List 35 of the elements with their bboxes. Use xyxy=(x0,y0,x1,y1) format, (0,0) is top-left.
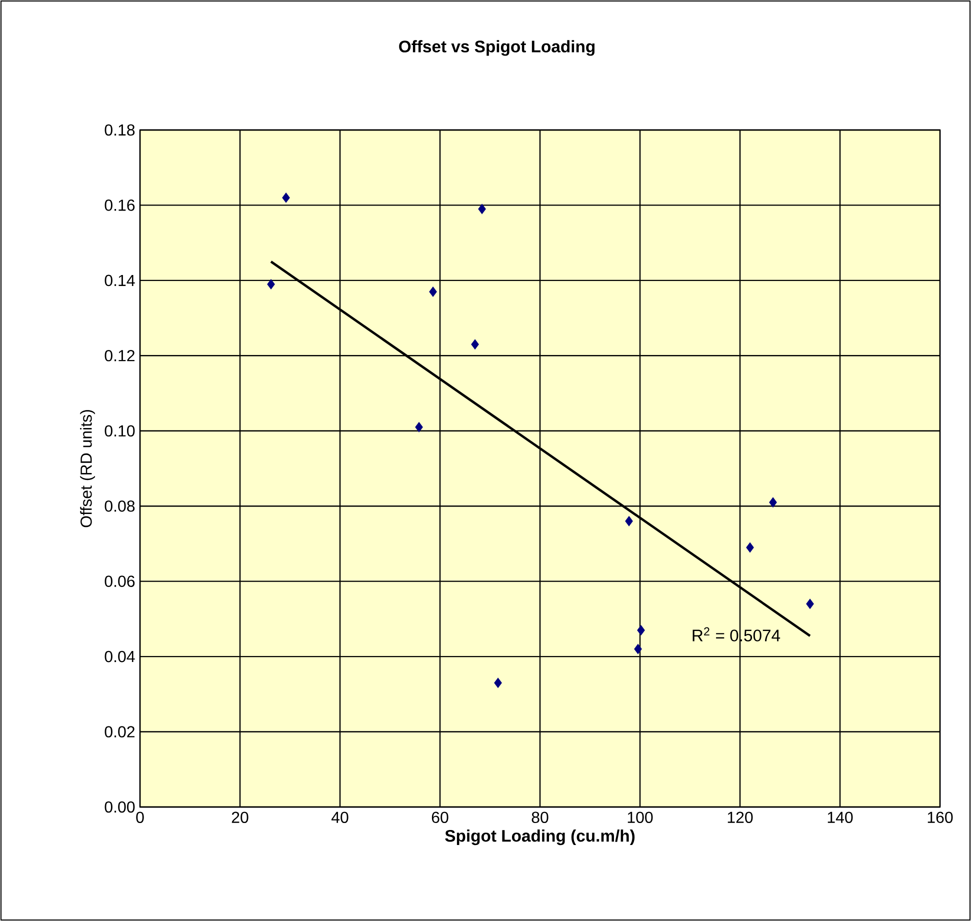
point xyxy=(634,644,642,654)
x-tick-label: 160 xyxy=(928,812,953,824)
y-tick-label: 0.10 xyxy=(104,425,135,437)
x-tick-label: 80 xyxy=(532,812,548,824)
point xyxy=(415,422,423,432)
x-tick-label: 20 xyxy=(232,812,248,824)
y-tick-label: 0.18 xyxy=(104,124,135,136)
x-tick-label: 100 xyxy=(628,812,653,824)
x-tick-label: 60 xyxy=(432,812,448,824)
point xyxy=(625,516,633,526)
point xyxy=(478,204,486,214)
point xyxy=(471,339,479,350)
y-axis-title: Offset (RD units) xyxy=(80,410,95,528)
point xyxy=(282,192,290,203)
y-tick-label: 0.12 xyxy=(104,350,134,362)
y-tick-label: 0.16 xyxy=(104,200,135,211)
point xyxy=(746,542,754,553)
x-tick-label: 0 xyxy=(136,812,144,824)
x-tick-label: 120 xyxy=(728,812,753,824)
y-tick-label: 0.00 xyxy=(104,801,135,813)
point xyxy=(267,279,275,290)
chart-title: Offset vs Spigot Loading xyxy=(399,40,595,56)
y-tick-label: 0.14 xyxy=(104,274,135,286)
point xyxy=(806,598,814,609)
point xyxy=(637,625,645,636)
y-tick-label: 0.04 xyxy=(104,650,135,662)
y-tick-label: 0.06 xyxy=(104,576,135,587)
y-tick-label: 0.02 xyxy=(104,726,134,738)
point xyxy=(494,678,502,688)
x-tick-label: 140 xyxy=(828,812,853,824)
x-tick-label: 40 xyxy=(331,812,348,824)
x-axis-title: Spigot Loading (cu.m/h) xyxy=(445,830,635,846)
point xyxy=(429,286,437,297)
point xyxy=(769,497,777,508)
y-tick-label: 0.08 xyxy=(104,500,135,512)
